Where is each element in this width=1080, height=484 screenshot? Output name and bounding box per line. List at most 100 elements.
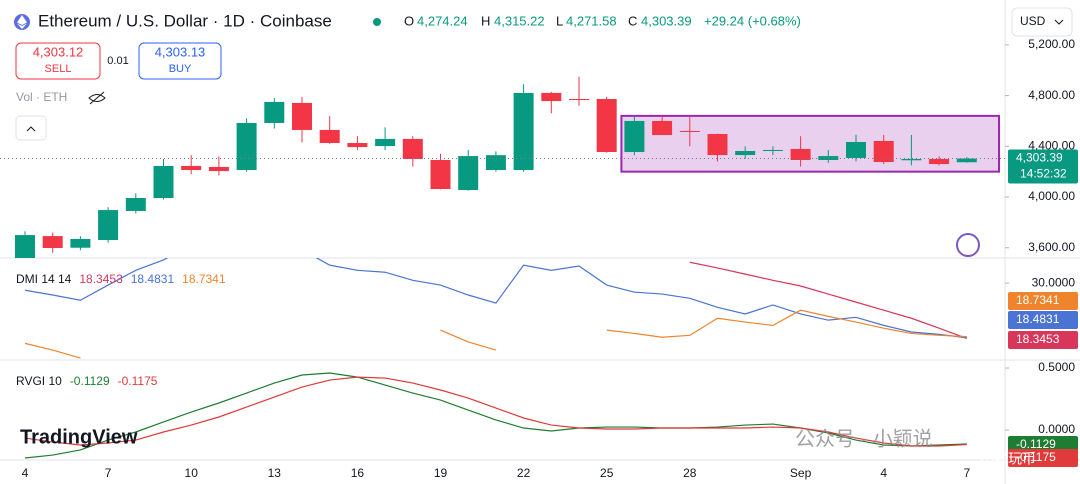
candle-body: [236, 122, 257, 171]
ohlc-value: 4,303.39: [641, 13, 692, 28]
ohlc-key: O: [404, 13, 414, 28]
chevron: [26, 126, 36, 132]
candle-body: [125, 198, 146, 211]
hide-icon[interactable]: [88, 91, 106, 105]
ohlc-value: 4,274.24: [417, 13, 468, 28]
legend-value: 18.7341: [182, 272, 226, 286]
candle-body: [98, 210, 119, 240]
ohlc-value: 4,315.22: [494, 13, 545, 28]
candle-body: [929, 158, 950, 165]
price-change: +29.24 (+0.68%): [704, 13, 801, 28]
candle-body: [901, 158, 922, 161]
candle-body: [762, 149, 783, 151]
countdown: 14:52:32: [1020, 167, 1067, 181]
x-tick-label: 4: [880, 466, 887, 480]
currency-button[interactable]: [1011, 7, 1073, 37]
buy-label: BUY: [169, 63, 192, 75]
ohlc-key: L: [556, 13, 563, 28]
market-status: [373, 18, 381, 26]
candle-body: [264, 101, 285, 123]
currency: USD: [1020, 14, 1046, 28]
value-tag-label: 18.4831: [1016, 312, 1060, 326]
indicator-title: DMI 14 14: [16, 272, 72, 286]
x-tick-label: 4: [22, 466, 29, 480]
overlay: Ethereum / U.S. Dollar · 1D · Coinbase O…: [14, 7, 1073, 467]
x-tick-label: Sep: [790, 466, 812, 480]
watermark: 小颖玩币: [980, 451, 1036, 467]
candle-body: [347, 143, 368, 148]
eth-logo: [17, 15, 27, 29]
symbol-title: Ethereum / U.S. Dollar · 1D · Coinbase: [38, 11, 332, 30]
candle-body: [208, 166, 229, 172]
ohlc-key: H: [481, 13, 490, 28]
candles: [15, 76, 1001, 258]
y-tick-label: 0.0000: [1038, 422, 1075, 436]
candle-body: [818, 156, 839, 160]
candle-body: [846, 141, 866, 158]
y-tick-label: 3,600.00: [1028, 240, 1075, 254]
legend-value: -0.1175: [118, 374, 158, 388]
value-tag: [1008, 449, 1078, 467]
candle-body: [735, 150, 756, 156]
x-tick-label: 22: [517, 466, 531, 480]
chevron: [1054, 19, 1064, 25]
value-tag: [1008, 311, 1078, 329]
y-tick-label: 30.0000: [1032, 275, 1076, 289]
candle-body: [458, 156, 479, 191]
candle-body: [652, 120, 673, 136]
candle-body: [624, 120, 645, 153]
candle-body: [42, 236, 63, 248]
sell-label: SELL: [45, 63, 72, 75]
series-line: [689, 261, 968, 339]
x-tick-label: 7: [105, 466, 112, 480]
candle-body: [430, 159, 451, 190]
collapse-button[interactable]: [15, 115, 47, 141]
spread: 0.01: [107, 55, 128, 67]
candle-body: [541, 92, 562, 102]
sell-price: 4,303.12: [33, 44, 84, 59]
y-tick-label: 4,000.00: [1028, 189, 1075, 203]
candle-body: [15, 235, 35, 258]
sell-button[interactable]: [15, 42, 101, 80]
candle-body: [153, 165, 174, 199]
legend-value: 18.3453: [79, 272, 123, 286]
y-tick-label: 4,800.00: [1028, 88, 1075, 102]
candle-body: [402, 138, 423, 159]
buy-price: 4,303.13: [155, 44, 206, 59]
candle-body: [70, 238, 91, 248]
x-tick-label: 25: [600, 466, 614, 480]
value-tag-label: -0.1175: [1016, 450, 1056, 464]
candle-body: [181, 165, 202, 171]
value-tag: [1008, 292, 1078, 310]
x-tick-label: 10: [185, 466, 199, 480]
candle-body: [596, 99, 617, 153]
volume-label: Vol · ETH: [16, 90, 67, 104]
y-tick-label: 4,400.00: [1028, 138, 1075, 152]
x-tick-label: 7: [963, 466, 970, 480]
y-tick-label: 5,200.00: [1028, 37, 1075, 51]
watermark: TradingView: [20, 426, 138, 448]
series-line: [24, 376, 967, 447]
value-tag-label: -0.1129: [1016, 437, 1056, 451]
watermark: 公众号 · 小颖说: [795, 427, 933, 450]
x-tick-label: 19: [434, 466, 448, 480]
buy-button[interactable]: [138, 42, 222, 80]
last-price-label: 4,303.39: [1016, 151, 1063, 165]
assistant-icon[interactable]: [956, 233, 980, 257]
legend-value: 18.4831: [131, 272, 175, 286]
series-line: [24, 258, 967, 339]
candle-body: [513, 92, 534, 171]
ohlc-value: 4,271.58: [566, 13, 617, 28]
candle-body: [569, 99, 589, 101]
candle-body: [292, 102, 312, 130]
ohlc-key: C: [628, 13, 637, 28]
candle-body: [790, 148, 811, 160]
candle-body: [956, 158, 977, 163]
value-tag: [1008, 331, 1078, 349]
candle-body: [319, 129, 340, 144]
candle-body: [707, 134, 728, 156]
y-tick-label: 0.5000: [1038, 360, 1075, 374]
